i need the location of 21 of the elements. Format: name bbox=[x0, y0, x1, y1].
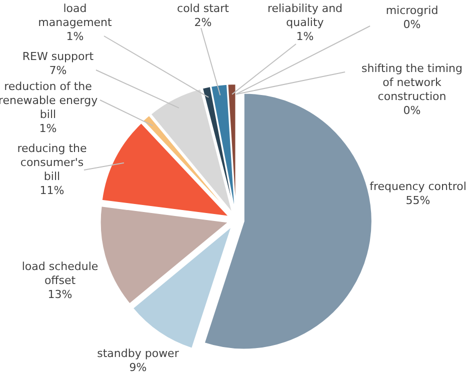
text: 0% bbox=[403, 104, 421, 117]
slice-label: REW support bbox=[22, 50, 94, 63]
data-label: 7% bbox=[49, 64, 67, 77]
slice-label: cold start bbox=[177, 2, 230, 15]
data-label: 2% bbox=[194, 16, 212, 29]
data-label: 1% bbox=[66, 30, 84, 43]
text: 0% bbox=[403, 18, 421, 31]
slice-label: reliability and quality bbox=[267, 2, 343, 29]
slice-label: load schedule offset bbox=[22, 260, 98, 287]
data-label: 13% bbox=[48, 288, 72, 301]
data-label: 9% bbox=[129, 361, 147, 374]
slice-label: reducing the consumer's bill bbox=[17, 142, 88, 183]
slice-label: frequency control bbox=[370, 180, 466, 193]
data-label: 55% bbox=[406, 194, 430, 207]
data-label: 11% bbox=[40, 184, 64, 197]
category-label: shifting the timing of network construction bbox=[362, 62, 462, 103]
category-label: microgrid bbox=[386, 4, 438, 17]
slice-label: load management bbox=[38, 2, 113, 29]
data-label: 1% bbox=[39, 122, 57, 135]
data-label: 1% bbox=[296, 30, 314, 43]
slice-label: standby power bbox=[97, 347, 180, 360]
